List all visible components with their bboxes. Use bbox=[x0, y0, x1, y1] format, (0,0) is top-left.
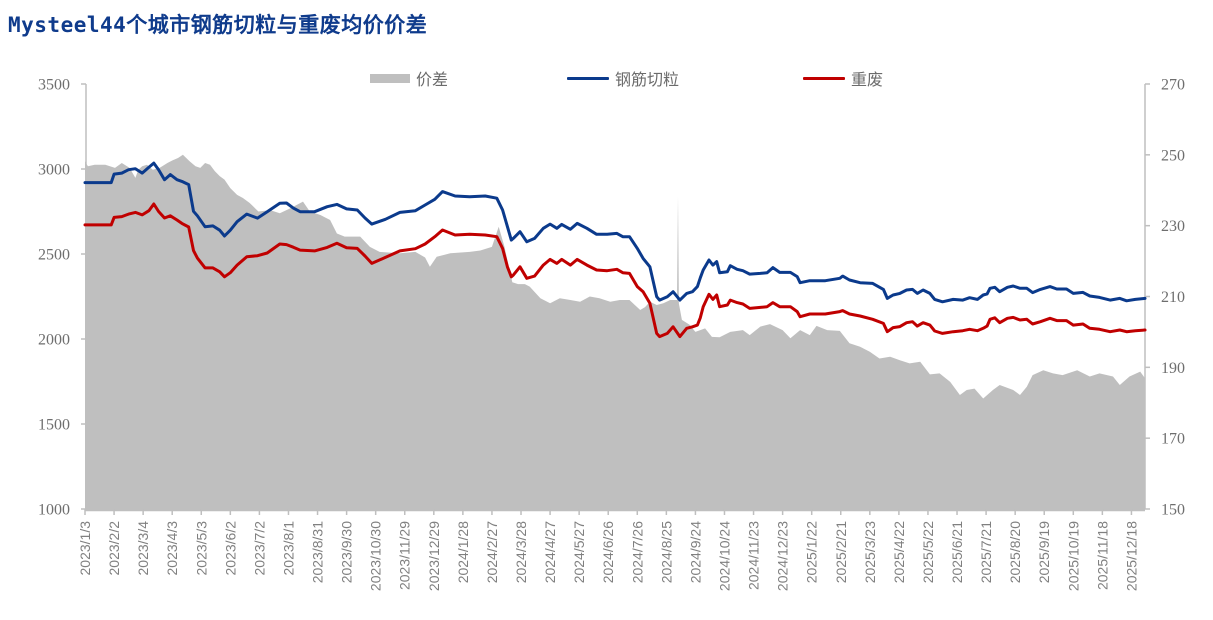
x-tick-label: 2025/1/22 bbox=[804, 521, 820, 583]
x-tick-label: 2023/1/3 bbox=[77, 521, 93, 576]
x-tick-label: 2024/9/24 bbox=[687, 521, 703, 583]
x-tick-label: 2024/10/24 bbox=[717, 521, 733, 591]
x-tick-label: 2025/3/23 bbox=[862, 521, 878, 583]
legend-area-swatch-icon bbox=[370, 73, 410, 83]
legend-label-scrap: 重废 bbox=[851, 70, 884, 89]
x-tick-label: 2023/3/4 bbox=[135, 521, 151, 576]
rebar-price-line bbox=[83, 161, 1147, 304]
right-y-tick-label: 150 bbox=[1161, 502, 1185, 519]
price-gap-area-series bbox=[85, 154, 1145, 510]
x-tick-label: 2025/6/21 bbox=[949, 521, 965, 583]
x-tick-label: 2024/6/26 bbox=[600, 521, 616, 583]
x-tick-label: 2023/8/31 bbox=[310, 521, 326, 583]
x-tick-label: 2024/2/27 bbox=[484, 521, 500, 583]
x-tick-label: 2023/11/29 bbox=[397, 521, 413, 590]
x-tick-label: 2025/8/20 bbox=[1007, 521, 1023, 583]
legend-blue-line-icon bbox=[567, 76, 609, 80]
x-tick-label: 2024/12/23 bbox=[775, 521, 791, 591]
left-y-tick-label: 2500 bbox=[38, 247, 70, 264]
x-tick-label: 2024/1/28 bbox=[455, 521, 471, 583]
x-tick-label: 2025/7/21 bbox=[978, 521, 994, 583]
legend-item-scrap: 重废 bbox=[803, 68, 884, 89]
right-y-tick-label: 170 bbox=[1161, 431, 1185, 448]
x-tick-label: 2024/5/27 bbox=[571, 521, 587, 583]
left-y-tick-label: 2000 bbox=[38, 332, 70, 349]
x-tick-label: 2023/7/2 bbox=[251, 521, 267, 576]
x-tick-label: 2024/11/23 bbox=[746, 521, 762, 590]
x-axis-labels: 2023/1/3 2023/2/2 2023/3/4 2023/4/3 2023/5/3… bbox=[77, 521, 1139, 591]
price-line-series bbox=[83, 161, 1147, 339]
legend-item-price-gap: 价差 bbox=[370, 68, 449, 89]
legend-red-line-icon bbox=[803, 76, 845, 80]
right-y-tick-label: 190 bbox=[1161, 360, 1185, 377]
x-tick-label: 2024/7/26 bbox=[629, 521, 645, 583]
price-gap-area bbox=[85, 154, 1145, 510]
x-tick-label: 2023/6/2 bbox=[222, 521, 238, 576]
right-y-axis-labels: 270 250 230 210 190 170 150 bbox=[1161, 77, 1185, 519]
x-tick-label: 2025/11/18 bbox=[1094, 521, 1110, 590]
left-y-axis-labels: 3500 3000 2500 2000 1500 1000 bbox=[38, 77, 70, 519]
x-tick-label: 2023/9/30 bbox=[339, 521, 355, 583]
right-y-tick-label: 210 bbox=[1161, 289, 1185, 306]
scrap-price-line bbox=[83, 202, 1147, 339]
right-y-tick-label: 230 bbox=[1161, 218, 1185, 235]
x-tick-label: 2023/8/1 bbox=[281, 521, 297, 576]
left-y-tick-label: 3500 bbox=[38, 77, 70, 94]
x-tick-label: 2025/2/21 bbox=[833, 521, 849, 583]
left-y-tick-label: 1500 bbox=[38, 417, 70, 434]
legend-label-rebar: 钢筋切粒 bbox=[615, 70, 680, 89]
legend-item-rebar: 钢筋切粒 bbox=[567, 68, 680, 89]
x-tick-label: 2023/2/2 bbox=[106, 521, 122, 576]
legend-label-price-gap: 价差 bbox=[416, 70, 449, 89]
x-tick-label: 2023/10/30 bbox=[368, 521, 384, 591]
chart-title: Mysteel44个城市钢筋切粒与重废均价价差 bbox=[8, 13, 428, 37]
right-y-tick-label: 270 bbox=[1161, 77, 1185, 94]
left-y-tick-label: 1000 bbox=[38, 502, 70, 519]
chart-axes bbox=[81, 83, 1150, 515]
x-tick-label: 2024/8/25 bbox=[658, 521, 674, 583]
x-tick-label: 2024/4/27 bbox=[542, 521, 558, 583]
x-tick-label: 2025/9/19 bbox=[1036, 521, 1052, 583]
x-tick-label: 2023/5/3 bbox=[193, 521, 209, 576]
x-tick-label: 2025/5/22 bbox=[920, 521, 936, 583]
x-tick-label: 2025/4/22 bbox=[891, 521, 907, 583]
x-tick-label: 2024/3/28 bbox=[513, 521, 529, 583]
x-tick-label: 2025/10/19 bbox=[1065, 521, 1081, 591]
x-tick-label: 2023/12/29 bbox=[426, 521, 442, 591]
x-tick-label: 2023/4/3 bbox=[164, 521, 180, 576]
left-y-tick-label: 3000 bbox=[38, 162, 70, 179]
right-y-tick-label: 250 bbox=[1161, 147, 1185, 164]
x-tick-label: 2025/12/18 bbox=[1123, 521, 1139, 591]
